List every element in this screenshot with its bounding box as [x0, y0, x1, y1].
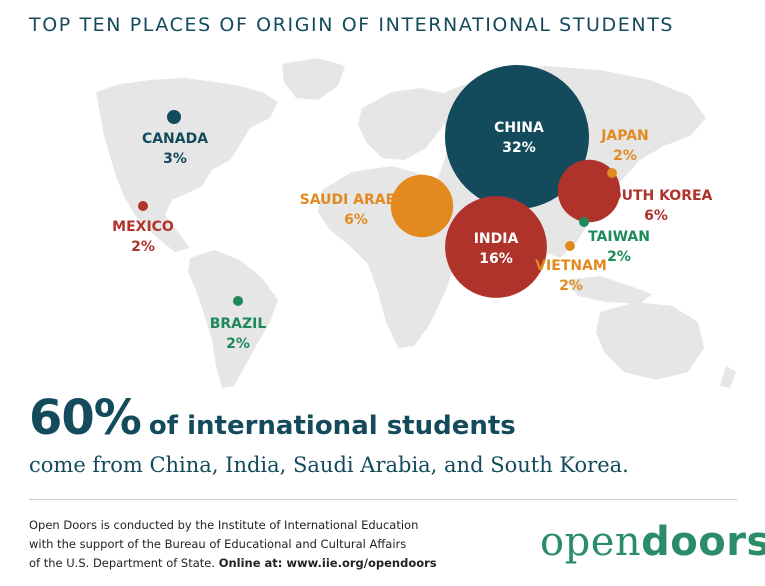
label-value-india: 16% — [479, 251, 513, 267]
label-name-china: CHINA — [494, 120, 544, 136]
bubble-taiwan — [579, 217, 589, 227]
label-value-south-korea: 6% — [644, 208, 668, 224]
label-value-canada: 3% — [163, 151, 187, 167]
label-value-mexico: 2% — [131, 239, 155, 255]
opendoors-logo: opendoors® — [540, 519, 765, 565]
label-value-vietnam: 2% — [559, 278, 583, 294]
label-name-saudi-arabia: SAUDI ARABIA — [300, 192, 413, 208]
headline-text: of international students — [148, 411, 516, 441]
indonesia-shape — [566, 276, 652, 304]
divider — [29, 499, 737, 500]
label-name-mexico: MEXICO — [112, 219, 174, 235]
footer-line-1: Open Doors is conducted by the Institute… — [29, 518, 419, 532]
label-name-india: INDIA — [474, 231, 519, 247]
label-value-brazil: 2% — [226, 336, 250, 352]
label-value-taiwan: 2% — [607, 249, 631, 265]
label-name-japan: JAPAN — [600, 128, 649, 144]
bubble-china — [445, 65, 589, 209]
footer-credits: Open Doors is conducted by the Institute… — [29, 516, 437, 573]
logo-text-doors: doors — [641, 519, 765, 565]
label-name-canada: CANADA — [142, 131, 208, 147]
bubble-vietnam — [565, 241, 575, 251]
label-name-brazil: BRAZIL — [210, 316, 267, 332]
bubble-japan — [607, 168, 617, 178]
world-map: CHINA 32% INDIA 16% SAUDI ARABIA 6% SOUTH KORE… — [96, 58, 736, 388]
bubble-south-korea — [557, 159, 621, 223]
label-value-saudi-arabia: 6% — [344, 212, 368, 228]
greenland-shape — [282, 58, 345, 100]
label-name-south-korea: SOUTH KOREA — [600, 188, 713, 204]
logo-text-open: open — [540, 519, 642, 565]
footer-line-3: of the U.S. Department of State. — [29, 556, 216, 570]
label-name-taiwan: TAIWAN — [588, 229, 650, 245]
south-america-shape — [188, 250, 278, 388]
bubble-brazil — [233, 296, 243, 306]
australia-shape — [596, 302, 704, 380]
label-name-vietnam: VIETNAM — [535, 258, 607, 274]
new-zealand-shape — [720, 366, 736, 388]
bubble-india — [445, 196, 547, 298]
bubble-saudi-arabia — [390, 174, 454, 238]
headline-subtext: come from China, India, Saudi Arabia, an… — [29, 453, 629, 477]
bubbles-layer — [138, 65, 621, 306]
headline: 60% of international students — [29, 390, 516, 446]
europe-shape — [358, 88, 452, 160]
bubble-canada — [167, 110, 181, 124]
footer-line-2: with the support of the Bureau of Educat… — [29, 537, 407, 551]
label-value-china: 32% — [502, 140, 536, 156]
labels-layer: CHINA 32% INDIA 16% SAUDI ARABIA 6% SOUTH KORE… — [112, 120, 712, 352]
chart-title: TOP TEN PLACES OF ORIGIN OF INTERNATIONA… — [29, 14, 675, 36]
bubble-mexico — [138, 201, 148, 211]
headline-percent: 60% — [29, 390, 142, 446]
footer-link[interactable]: Online at: www.iie.org/opendoors — [218, 556, 437, 570]
label-value-japan: 2% — [613, 148, 637, 164]
